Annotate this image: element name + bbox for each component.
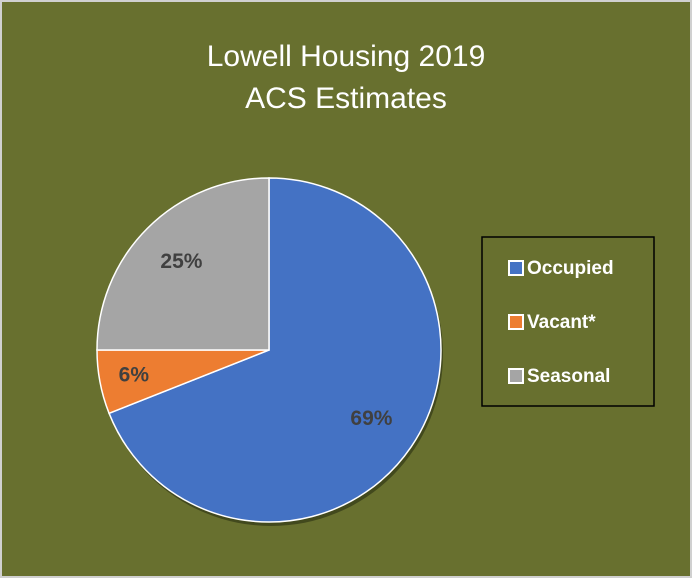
chart-title: Lowell Housing 2019 (207, 40, 486, 73)
pie-slice (108, 177, 442, 523)
legend-swatch (508, 260, 524, 276)
data-label: 25% (160, 250, 202, 273)
legend-swatch (508, 368, 524, 384)
legend-label: Seasonal (527, 366, 610, 387)
legend-box (481, 236, 655, 407)
data-label: 6% (119, 363, 150, 386)
legend-swatch (508, 314, 524, 330)
legend-label: Vacant* (527, 312, 596, 333)
data-label: 69% (350, 407, 392, 430)
chart-title: ACS Estimates (245, 82, 447, 115)
legend-label: Occupied (527, 258, 614, 279)
pie-slice (96, 177, 270, 351)
